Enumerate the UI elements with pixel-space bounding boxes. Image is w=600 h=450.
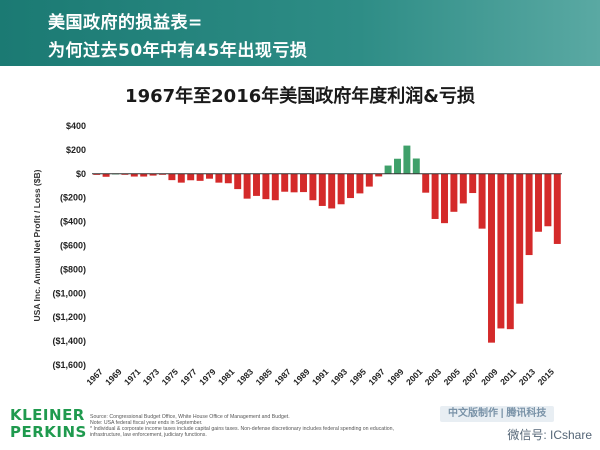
x-tick-label: 2001 [404, 366, 425, 387]
bar-2002 [422, 173, 430, 193]
bar-1967 [93, 173, 101, 175]
x-tick-label: 2015 [536, 366, 557, 387]
watermark-badge: 中文版制作 | 腾讯科技 [440, 406, 555, 422]
bar-1976 [177, 173, 185, 183]
watermark-account: 微信号: ICshare [507, 428, 592, 442]
bar-1991 [318, 173, 326, 206]
footnote-source: Source: Congressional Budget Office, Whi… [90, 414, 290, 420]
bar-1987 [281, 173, 289, 192]
bar-1996 [365, 173, 373, 187]
x-tick-label: 1991 [310, 366, 331, 387]
logo-line-2: PERKINS [10, 423, 87, 441]
x-tick-label: 1981 [216, 366, 237, 387]
bar-2006 [459, 173, 467, 204]
x-tick-label: 1995 [348, 366, 369, 387]
bar-2001 [412, 158, 420, 174]
bar-1977 [187, 173, 195, 181]
bar-1997 [375, 173, 383, 177]
bar-1994 [347, 173, 354, 199]
x-tick-label: 1979 [197, 366, 218, 387]
x-tick-label: 1999 [385, 366, 406, 387]
bar-2004 [441, 173, 448, 224]
bar-1990 [309, 173, 317, 201]
bar-2007 [469, 173, 477, 194]
footnote-note-1: Note: USA federal fiscal year ends in Se… [90, 420, 203, 426]
bar-2015 [544, 173, 552, 227]
bar-1986 [271, 173, 279, 201]
x-tick-label: 1985 [254, 366, 275, 387]
y-tick-label: $400 [66, 121, 86, 131]
bar-1972 [140, 173, 148, 177]
bar-2003 [431, 173, 439, 219]
x-tick-label: 2003 [423, 366, 444, 387]
y-tick-label: ($1,600) [52, 360, 86, 370]
bar-2012 [516, 173, 524, 304]
bar-chart: USA Inc. Annual Net Profit / Loss ($B) $4… [32, 121, 562, 387]
x-tick-label: 1997 [366, 366, 387, 387]
bar-1992 [328, 173, 336, 209]
y-tick-label: ($200) [60, 193, 86, 203]
bar-1971 [130, 173, 138, 177]
chart-title: 1967年至2016年美国政府年度利润&亏损 [125, 86, 475, 107]
y-tick-label: ($400) [60, 217, 86, 227]
y-tick-label: $0 [76, 169, 86, 179]
y-tick-label: $200 [66, 145, 86, 155]
bar-1978 [196, 173, 204, 181]
x-tick-label: 1989 [291, 366, 312, 387]
x-tick-label: 1983 [235, 366, 256, 387]
y-tick-label: ($600) [60, 241, 86, 251]
bar-1982 [234, 173, 242, 190]
x-tick-label: 2011 [498, 367, 518, 387]
bar-1984 [253, 173, 260, 196]
y-tick-label: ($1,400) [52, 336, 86, 346]
footnote-note-2: * Individual & corporate income taxes in… [90, 426, 394, 432]
x-tick-label: 1993 [329, 366, 350, 387]
x-tick-label: 1987 [272, 366, 293, 387]
x-tick-label: 1977 [178, 366, 199, 387]
x-tick-label: 1973 [141, 366, 162, 387]
bar-2005 [450, 173, 458, 212]
slide-header: 美国政府的损益表= 为何过去50年中有45年出现亏损 [0, 0, 600, 66]
bar-2000 [403, 145, 411, 174]
bar-1999 [394, 158, 401, 174]
x-tick-label: 1971 [122, 366, 143, 387]
x-tick-label: 1967 [84, 366, 105, 387]
bar-1988 [290, 173, 298, 193]
y-tick-label: ($800) [60, 264, 86, 274]
x-tick-label: 2013 [517, 366, 538, 387]
bar-2011 [506, 173, 514, 330]
bar-2008 [478, 173, 486, 229]
header-title-line-2: 为何过去50年中有45年出现亏损 [48, 41, 308, 61]
bar-2010 [497, 173, 505, 329]
bar-1983 [243, 173, 251, 199]
bar-1975 [168, 173, 176, 181]
footnote-note-3: infrastructure, law enforcement, judicia… [90, 432, 207, 438]
header-title-line-1: 美国政府的损益表= [48, 13, 203, 33]
bar-1973 [149, 173, 157, 176]
y-tick-label: ($1,200) [52, 312, 86, 322]
x-tick-label: 2005 [442, 366, 463, 387]
x-tick-label: 2009 [479, 366, 500, 387]
bar-1979 [206, 173, 213, 179]
bar-1985 [262, 173, 270, 200]
x-tick-label: 2007 [460, 366, 481, 387]
bar-2009 [488, 173, 495, 343]
y-axis-label: USA Inc. Annual Net Profit / Loss ($B) [32, 169, 42, 321]
x-tick-label: 1975 [160, 366, 181, 387]
bar-1981 [224, 173, 232, 184]
bar-1993 [337, 173, 345, 205]
x-tick-label: 1969 [103, 366, 124, 387]
bar-1968 [102, 173, 110, 177]
bar-2016 [553, 173, 561, 244]
bar-1995 [356, 173, 364, 194]
logo-line-1: KLEINER [10, 406, 85, 424]
bar-2013 [525, 173, 533, 256]
y-tick-label: ($1,000) [52, 288, 86, 298]
bar-1980 [215, 173, 223, 183]
bar-1989 [300, 173, 307, 193]
bar-1998 [384, 165, 392, 174]
bar-2014 [535, 173, 542, 232]
